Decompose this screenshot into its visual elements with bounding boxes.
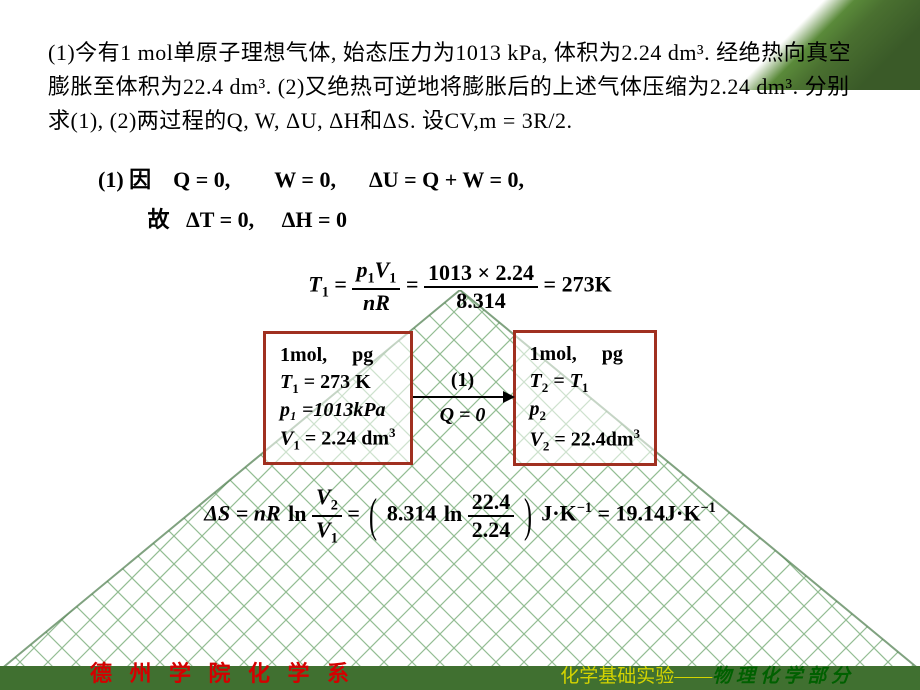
slide-content: (1)今有1 mol单原子理想气体, 始态压力为1013 kPa, 体积为2.2… [0,0,920,547]
sol-line2: 故 ΔT = 0, ΔH = 0 [98,200,872,240]
process-arrow: (1) Q = 0 [413,369,513,427]
course-name: 化学基础实验——物 理 化 学 部 分 [560,661,850,688]
equation-ds: ΔS = nR ln V2 V1 = ( 8.314 ln 22.4 2.24 … [48,484,872,547]
department-name: 德 州 学 院 化 学 系 [90,656,355,688]
solution-part1: (1) 因 Q = 0, W = 0, ΔU = Q + W = 0, 故 ΔT… [98,160,872,239]
state-box-1: 1mol, pg T1 = 273 K p₁ =1013kPa V1 = 2.2… [263,331,413,466]
problem-statement: (1)今有1 mol单原子理想气体, 始态压力为1013 kPa, 体积为2.2… [48,36,872,138]
state-diagram: 1mol, pg T1 = 273 K p₁ =1013kPa V1 = 2.2… [48,330,872,466]
equation-t1: T1 = p1V1 nR = 1013 × 2.24 8.314 = 273K [48,257,872,315]
state-box-2: 1mol, pg T2 = T1 p2 V2 = 22.4dm3 [513,330,658,466]
sol-line1: (1) 因 Q = 0, W = 0, ΔU = Q + W = 0, [98,160,872,200]
